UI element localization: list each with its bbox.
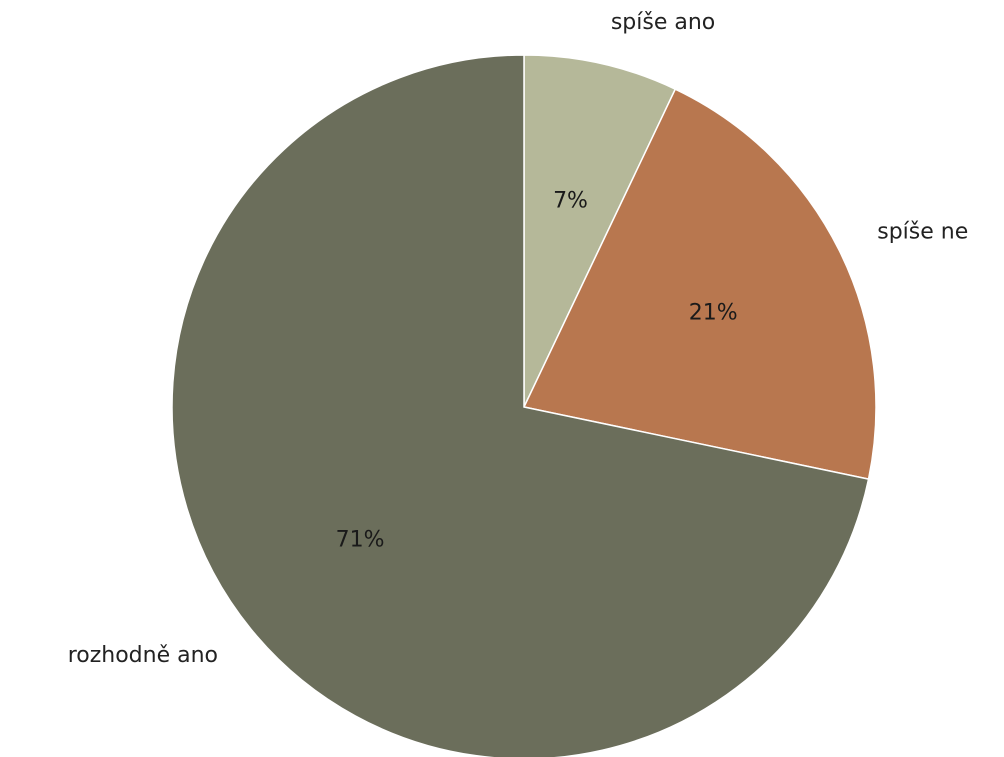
pie-labels: 7% spíše ano 21% spíše ne 71% rozhodně ano (68, 10, 969, 668)
pie-percent-label-3: 71% (336, 528, 385, 553)
pie-slice-1 (523, 54, 677, 408)
pie-slice-3 (171, 54, 870, 757)
pie-slice-2 (522, 88, 877, 480)
pie-category-label-1: spíše ano (611, 10, 715, 35)
pie-percent-label-2: 21% (689, 301, 738, 326)
pie-percent-label-1: 7% (553, 188, 588, 213)
pie-category-label-2: spíše ne (877, 219, 968, 244)
pie-slices (171, 54, 877, 757)
pie-category-label-3: rozhodně ano (68, 643, 218, 668)
